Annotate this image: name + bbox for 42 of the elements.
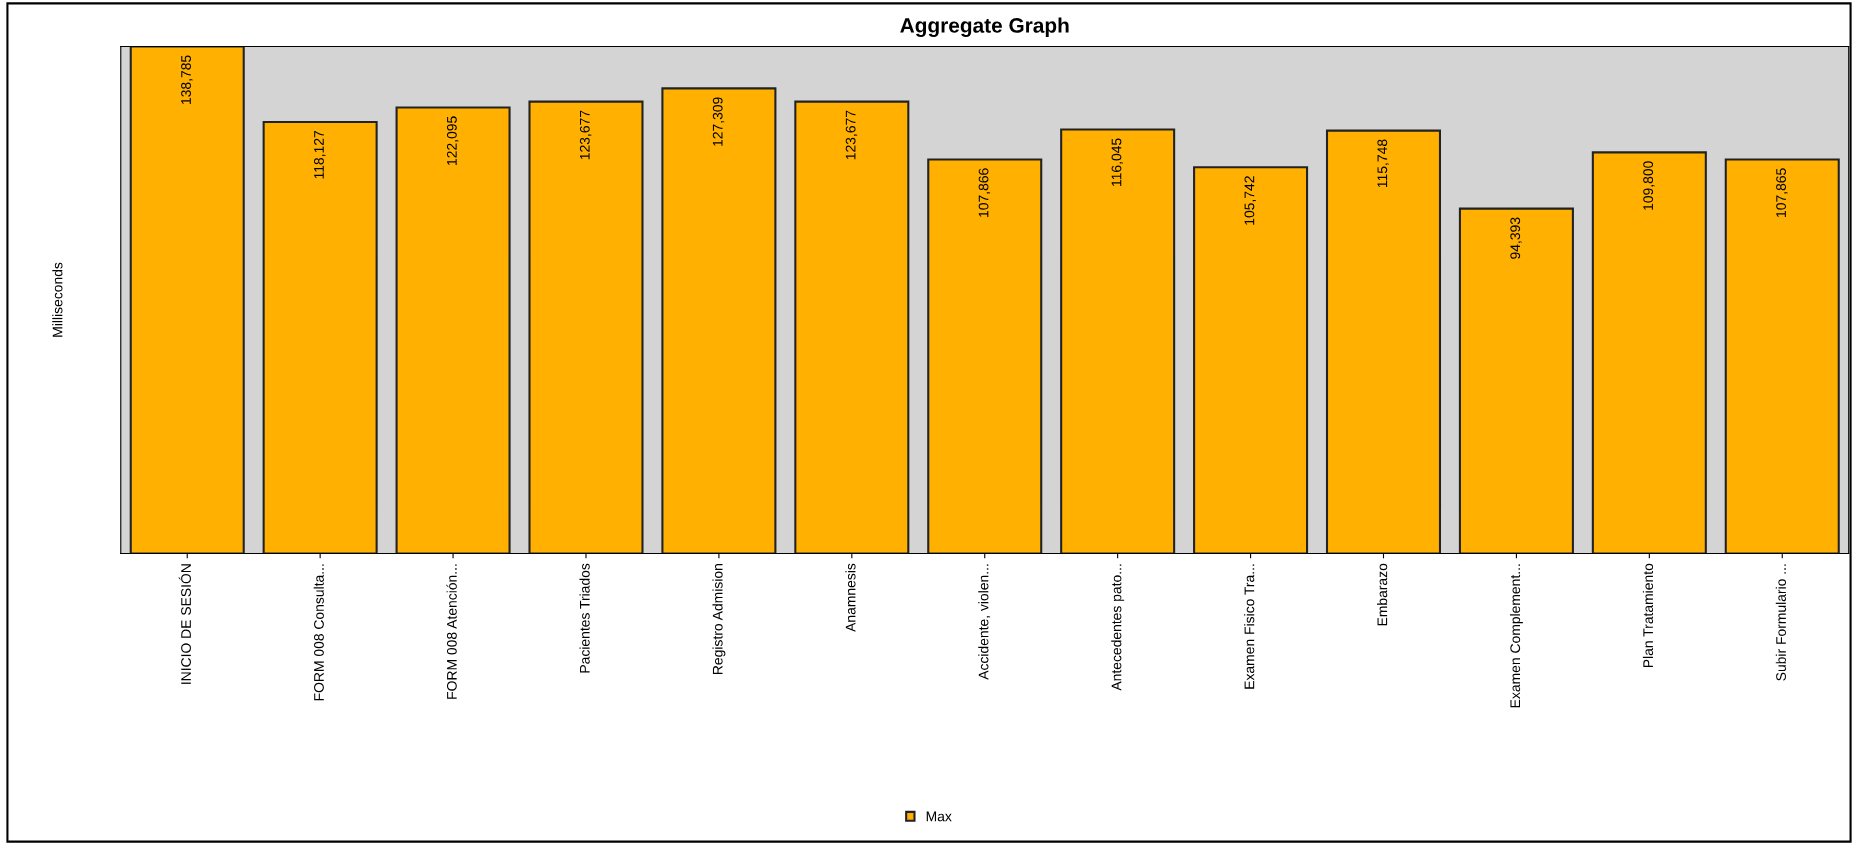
x-tick-label: Accidente, violen...	[978, 564, 991, 680]
data-label: 107,865	[1776, 168, 1788, 217]
bar	[1193, 166, 1309, 554]
x-tick-label: FORM 008 Atención...	[446, 564, 457, 699]
data-label: 105,742	[1244, 176, 1256, 225]
y-axis-title: Milliseconds	[52, 262, 63, 337]
bar	[927, 158, 1043, 554]
data-label: 115,748	[1377, 139, 1389, 188]
x-tick-label: Embarazo	[1377, 563, 1388, 626]
bar	[661, 87, 777, 554]
x-tick-label: FORM 008 Consulta...	[313, 564, 324, 701]
data-label: 116,045	[1111, 138, 1124, 186]
legend-label: Max	[926, 811, 952, 822]
data-label: 122,095	[446, 116, 459, 165]
bar	[1591, 151, 1707, 554]
bar	[1060, 128, 1176, 554]
bar	[528, 100, 644, 554]
data-label: 107,866	[978, 168, 991, 217]
x-tick-label: Pacientes Triados	[579, 563, 590, 673]
data-label: 127,309	[712, 97, 725, 146]
x-tick-label: Examen Complement...	[1509, 564, 1523, 708]
x-tick-label: Antecedentes pato...	[1111, 564, 1125, 691]
bar	[262, 120, 378, 554]
bar	[1325, 129, 1442, 554]
data-label: 123,677	[579, 110, 592, 160]
bar	[1458, 207, 1574, 554]
bar	[794, 100, 910, 554]
data-label: 94,393	[1510, 217, 1522, 259]
bar	[395, 106, 511, 554]
x-tick-label: Plan Tratamiento	[1642, 563, 1654, 668]
x-tick-label: Anamnesis	[845, 563, 856, 632]
bar	[1724, 158, 1840, 554]
data-label: 138,785	[181, 55, 193, 104]
chart-title: Aggregate Graph	[900, 17, 1069, 37]
x-tick-label: Examen Fisico Tra...	[1244, 564, 1255, 689]
bar	[129, 46, 245, 554]
x-tick-label: INICIO DE SESIÓN	[178, 564, 191, 684]
data-label: 109,800	[1643, 161, 1655, 210]
data-label: 123,677	[845, 110, 858, 160]
data-label: 118,127	[314, 130, 326, 179]
x-tick-label: Subir Formulario ...	[1775, 564, 1786, 681]
x-tick-label: Registro Admision	[712, 564, 726, 674]
